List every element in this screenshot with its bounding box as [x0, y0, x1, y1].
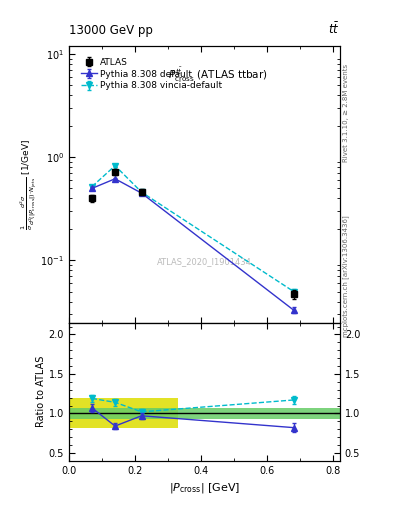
Text: 13000 GeV pp: 13000 GeV pp — [69, 24, 152, 37]
Text: Rivet 3.1.10, ≥ 2.8M events: Rivet 3.1.10, ≥ 2.8M events — [343, 63, 349, 162]
Text: $t\bar{t}$: $t\bar{t}$ — [329, 22, 340, 37]
Text: mcplots.cern.ch [arXiv:1306.3436]: mcplots.cern.ch [arXiv:1306.3436] — [343, 216, 349, 337]
X-axis label: $|P_{\mathrm{cross}}|$ [GeV]: $|P_{\mathrm{cross}}|$ [GeV] — [169, 481, 240, 495]
Bar — [69, 408, 340, 418]
Bar — [69, 398, 178, 428]
Text: ATLAS_2020_I1901434: ATLAS_2020_I1901434 — [157, 257, 252, 266]
Y-axis label: Ratio to ATLAS: Ratio to ATLAS — [36, 356, 46, 428]
Y-axis label: $\frac{1}{\sigma}\frac{d^2\sigma}{d^2\!(|P_{\mathrm{cross}}|)\!\cdot\!N_{\mathrm: $\frac{1}{\sigma}\frac{d^2\sigma}{d^2\!(… — [18, 139, 39, 230]
Text: $P^{t\bar{t}}_{\mathrm{cross}}$ (ATLAS ttbar): $P^{t\bar{t}}_{\mathrm{cross}}$ (ATLAS t… — [168, 66, 268, 84]
Legend: ATLAS, Pythia 8.308 default, Pythia 8.308 vincia-default: ATLAS, Pythia 8.308 default, Pythia 8.30… — [79, 56, 224, 92]
